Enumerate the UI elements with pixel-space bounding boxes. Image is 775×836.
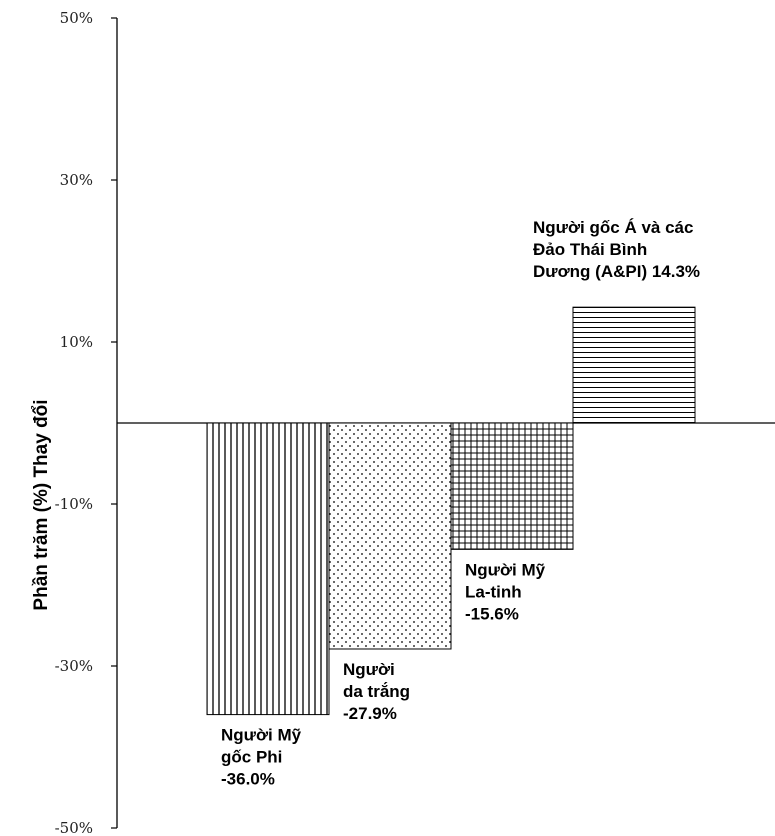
bar-label-line: gốc Phi bbox=[221, 748, 282, 767]
bar-label-line: Đảo Thái Bình bbox=[533, 240, 647, 259]
bar-label-line: -15.6% bbox=[465, 604, 519, 623]
bars bbox=[206, 306, 696, 716]
bar-grid bbox=[450, 422, 574, 550]
bar-horizontal-lines bbox=[572, 306, 696, 424]
y-tick-label: 30% bbox=[60, 171, 93, 189]
y-tick-label: -50% bbox=[55, 819, 93, 836]
bar-label-line: Người Mỹ bbox=[465, 560, 546, 579]
bar-label-line: La-tinh bbox=[465, 582, 522, 601]
bar-label-line: Người gốc Á và các bbox=[533, 218, 693, 237]
bar-vertical-lines bbox=[206, 422, 330, 716]
y-tick-label: 10% bbox=[60, 333, 93, 351]
bar-label-line: da trắng bbox=[343, 682, 410, 701]
bar-labels: Người Mỹ gốc Phi -36.0% Người da trắng -27.9%… bbox=[221, 218, 700, 788]
bar-label-line: Người bbox=[343, 660, 395, 679]
y-tick-label: 50% bbox=[60, 9, 93, 27]
y-tick-label: -30% bbox=[55, 657, 93, 675]
bar-label-line: Dương (A&PI) 14.3% bbox=[533, 262, 700, 281]
bar-label-line: -36.0% bbox=[221, 770, 275, 789]
bar-label-line: Người Mỹ bbox=[221, 726, 302, 745]
y-axis-label: Phần trăm (%) Thay đổi bbox=[31, 399, 52, 610]
y-tick-label: -10% bbox=[55, 495, 93, 513]
bar-dots bbox=[328, 422, 452, 650]
bar-label-line: -27.9% bbox=[343, 704, 397, 723]
y-ticks: 50% 30% 10% -10% -30% -50% bbox=[55, 9, 117, 836]
